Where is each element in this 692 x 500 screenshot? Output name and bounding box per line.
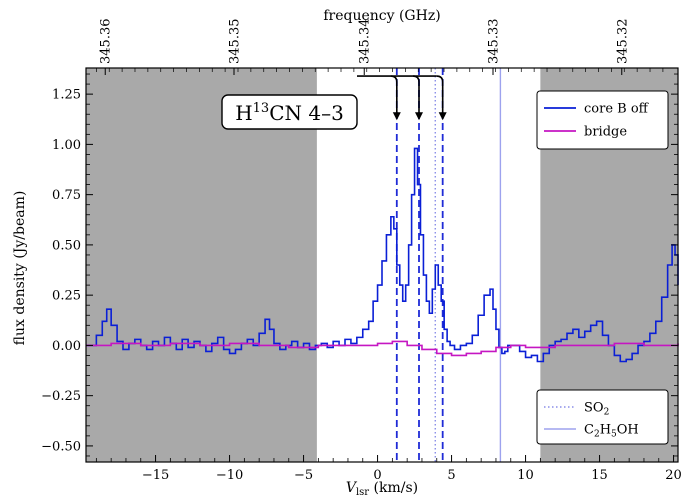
y-tick-label-6: 1.00 xyxy=(52,138,81,153)
annotation-text-pre: H xyxy=(235,101,252,125)
annotation-label: H13CN 4–3 xyxy=(235,101,344,125)
top-tick-label-4: 345.32 xyxy=(615,19,630,65)
top-tick-label-2: 345.34 xyxy=(358,19,373,65)
annotation-arrow-stem-0 xyxy=(390,75,398,115)
x-axis-title-v: V xyxy=(346,480,358,496)
x-tick-label-2: −5 xyxy=(294,468,313,483)
legend-bottom-right: SO2 C2H5OH xyxy=(536,389,669,445)
legend-top-box xyxy=(536,90,669,150)
y-tick-label-7: 1.25 xyxy=(52,88,81,103)
annotation: H13CN 4–3 xyxy=(221,75,447,130)
x-tick-label-4: 5 xyxy=(447,468,455,483)
annotation-box xyxy=(221,94,358,130)
annotation-text-sup: 13 xyxy=(253,101,270,116)
y-tick-label-2: 0.00 xyxy=(52,339,81,354)
annotation-arrow-head-2 xyxy=(438,112,447,121)
axis-ticks: −15 −10 −5 0 5 10 15 20 −0.50 −0.25 0.00 0.25 0.50 0.… xyxy=(41,19,682,484)
series-lines xyxy=(86,147,679,363)
legend-top-right: core B off bridge xyxy=(536,90,669,150)
x-tick-label-5: 10 xyxy=(517,468,534,483)
annotation-arrow-stem-2 xyxy=(436,75,444,115)
series-line-1 xyxy=(86,340,679,357)
x-tick-label-1: −10 xyxy=(216,468,243,483)
x-tick-label-6: 15 xyxy=(591,468,608,483)
y-tick-label-0: −0.50 xyxy=(41,439,81,454)
legend-bottom-box xyxy=(536,389,669,445)
annotation-arrow-head-1 xyxy=(415,112,423,121)
annotation-arrow-stem-1 xyxy=(412,75,420,115)
annotation-arrow-head-0 xyxy=(392,112,401,121)
x-tick-label-0: −15 xyxy=(142,468,169,483)
line-markers xyxy=(395,68,502,462)
annotation-text-post: CN 4–3 xyxy=(269,101,344,125)
y-tick-label-1: −0.25 xyxy=(41,389,81,404)
y-tick-label-5: 0.75 xyxy=(52,188,81,203)
top-tick-label-0: 345.36 xyxy=(99,19,114,65)
legend-top-label-1: bridge xyxy=(584,125,627,140)
shaded-region-0 xyxy=(86,68,317,462)
top-tick-label-3: 345.33 xyxy=(487,19,502,65)
legend-bottom-label-0: SO2 xyxy=(584,401,609,418)
x-axis-title: Vlsr (km/s) xyxy=(346,480,418,498)
legend-top-label-0: core B off xyxy=(584,102,650,117)
y-axis-title: flux density (Jy/beam) xyxy=(12,191,28,346)
y-tick-label-3: 0.25 xyxy=(52,289,81,304)
y-tick-label-4: 0.50 xyxy=(52,238,81,253)
x-axis-title-sub: lsr xyxy=(356,487,369,498)
x-tick-label-3: 0 xyxy=(373,468,381,483)
top-tick-label-1: 345.35 xyxy=(228,19,243,65)
x-tick-label-7: 20 xyxy=(665,468,682,483)
top-axis-title: frequency (GHz) xyxy=(323,8,440,24)
legend-bottom-label-1: C2H5OH xyxy=(584,423,639,440)
x-axis-title-unit: (km/s) xyxy=(369,480,418,496)
